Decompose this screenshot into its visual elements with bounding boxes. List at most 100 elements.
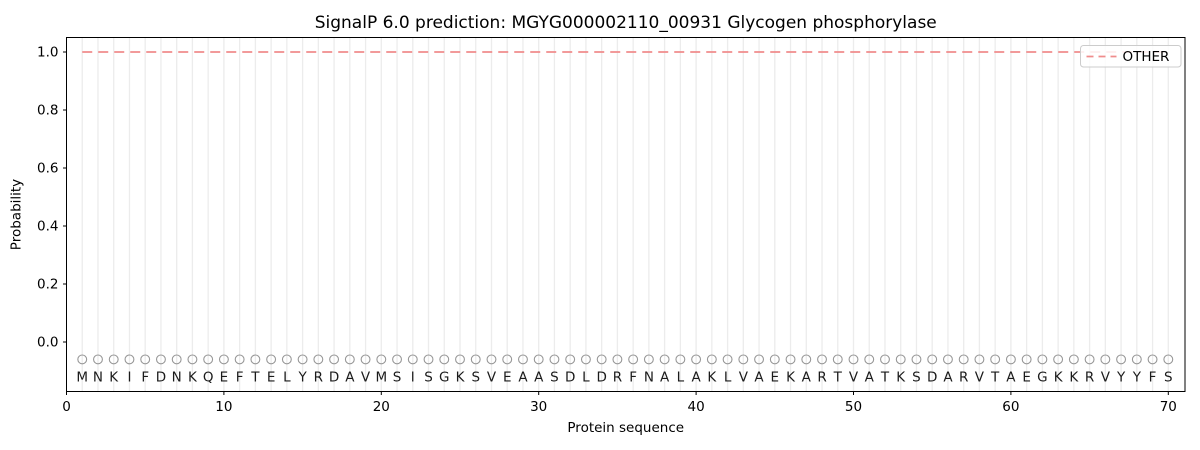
sequence-letter: Y <box>1116 370 1126 386</box>
residue-marker <box>1053 354 1064 365</box>
residue-marker <box>565 354 576 365</box>
plot-border <box>66 37 1186 392</box>
residue-marker <box>817 354 827 365</box>
sequence-letter: V <box>1101 370 1111 386</box>
residue-marker <box>958 354 969 365</box>
sequence-letter: D <box>927 370 937 386</box>
sequence-letter: G <box>1037 370 1047 386</box>
sequence-letter: S <box>393 370 402 386</box>
sequence-letter: I <box>411 370 415 386</box>
residue-marker <box>108 354 119 365</box>
residue-marker <box>864 354 875 365</box>
sequence-letter: M <box>76 370 88 386</box>
residue-marker <box>187 354 198 365</box>
residue-marker <box>502 354 513 365</box>
residue-marker <box>518 354 528 365</box>
sequence-letter: A <box>518 370 528 386</box>
sequence-letter: A <box>943 370 953 386</box>
sequence-letter: Q <box>203 370 214 386</box>
residue-marker <box>659 354 670 365</box>
legend-box <box>1080 45 1182 68</box>
residue-marker <box>1068 354 1079 365</box>
y-tick-label: 0.8 <box>37 103 58 119</box>
residue-marker <box>990 354 1001 365</box>
residue-marker <box>643 354 654 365</box>
y-tick-label: 1.0 <box>37 45 58 61</box>
sequence-letter: A <box>802 370 812 386</box>
residue-marker <box>77 354 88 365</box>
residue-marker <box>769 354 780 365</box>
sequence-letter: N <box>93 370 103 386</box>
sequence-letter: K <box>707 370 717 386</box>
residue-marker <box>675 354 686 365</box>
residue-marker <box>329 354 340 365</box>
residue-marker <box>942 354 953 365</box>
residue-marker <box>1037 354 1048 365</box>
sequence-letter: S <box>424 370 433 386</box>
sequence-letter: V <box>975 370 985 386</box>
residue-marker <box>470 354 481 365</box>
sequence-letter: S <box>1164 370 1173 386</box>
residue-marker <box>297 354 308 365</box>
x-tick-label: 50 <box>845 399 862 415</box>
sequence-letter: Y <box>297 370 307 386</box>
residue-marker <box>407 354 418 365</box>
sequence-letter: A <box>754 370 764 386</box>
residue-marker <box>155 354 166 365</box>
residue-marker <box>596 354 607 365</box>
chart-title: SignalP 6.0 prediction: MGYG000002110_00… <box>315 13 937 33</box>
sequence-letter: D <box>596 370 606 386</box>
sequence-letter: V <box>361 370 371 386</box>
sequence-letter: L <box>677 370 685 386</box>
sequence-letter: T <box>833 370 843 386</box>
sequence-letter: V <box>487 370 497 386</box>
residue-marker <box>738 354 749 365</box>
residue-marker <box>832 354 843 365</box>
residue-marker <box>313 354 324 365</box>
residue-marker <box>171 354 182 365</box>
sequence-letter: S <box>912 370 921 386</box>
sequence-letter: N <box>644 370 654 386</box>
y-tick-label: 0.2 <box>37 277 58 293</box>
residue-marker <box>801 354 812 365</box>
x-tick-label: 30 <box>530 399 547 415</box>
sequence-letter: M <box>375 370 387 386</box>
sequence-letter: F <box>141 370 149 386</box>
sequence-letter: D <box>329 370 339 386</box>
residue-marker <box>344 354 355 365</box>
residue-marker <box>93 354 103 365</box>
sequence-letter: E <box>220 370 229 386</box>
y-axis-label: Probability <box>9 179 25 250</box>
sequence-letter: D <box>156 370 166 386</box>
residue-marker <box>785 354 796 365</box>
sequence-letter: R <box>1085 370 1094 386</box>
sequence-letter: K <box>896 370 906 386</box>
y-tick-label: 0.0 <box>37 335 58 351</box>
x-tick-label: 40 <box>688 399 705 415</box>
residue-marker <box>880 354 890 365</box>
residue-marker <box>1147 354 1158 365</box>
residue-marker <box>486 354 497 365</box>
sequence-letter: L <box>582 370 590 386</box>
residue-marker <box>895 354 906 365</box>
sequence-letter: K <box>456 370 466 386</box>
sequence-letter: F <box>1149 370 1157 386</box>
x-tick-label: 20 <box>373 399 390 415</box>
sequence-letter: G <box>439 370 449 386</box>
legend-label: OTHER <box>1123 49 1170 65</box>
sequence-letter: V <box>739 370 749 386</box>
residue-marker <box>628 354 639 365</box>
sequence-letter: Y <box>1132 370 1142 386</box>
x-tick-label: 10 <box>215 399 232 415</box>
residue-marker <box>266 354 277 365</box>
residue-marker <box>1100 354 1111 365</box>
sequence-letter: R <box>817 370 826 386</box>
residue-marker <box>1116 354 1127 365</box>
sequence-letter: R <box>314 370 323 386</box>
residue-marker <box>848 354 859 365</box>
residue-marker <box>423 354 434 365</box>
residue-marker <box>754 354 765 365</box>
residue-marker <box>439 354 450 365</box>
